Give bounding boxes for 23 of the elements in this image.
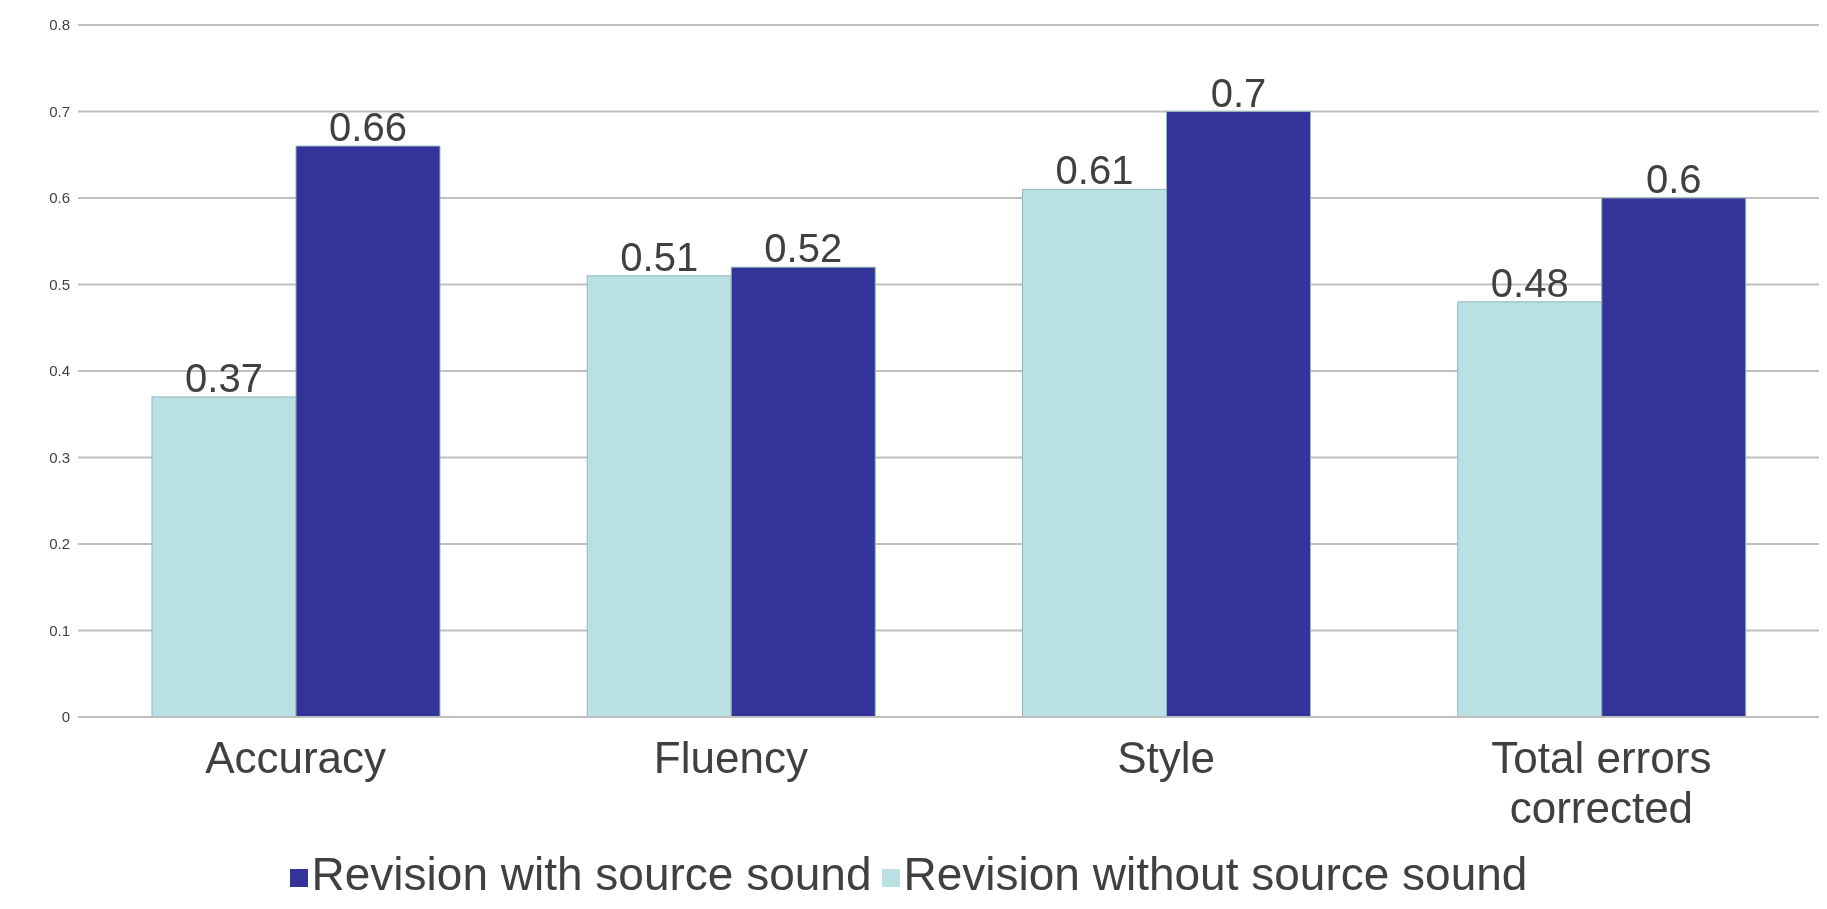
x-tick-label: Fluency bbox=[653, 732, 808, 782]
data-label: 0.66 bbox=[329, 105, 407, 150]
y-tick-label: 0.3 bbox=[49, 448, 70, 466]
y-tick-label: 0.5 bbox=[49, 275, 70, 293]
legend-label: Revision without source sound bbox=[903, 848, 1528, 900]
data-label: 0.48 bbox=[1490, 260, 1569, 305]
x-tick-label: Total errors corrected bbox=[1491, 732, 1712, 833]
data-label: 0.51 bbox=[620, 234, 699, 279]
data-label: 0.7 bbox=[1210, 70, 1267, 115]
y-tick-label: 0.4 bbox=[49, 362, 70, 380]
data-label: 0.6 bbox=[1645, 157, 1702, 201]
x-tick-label: Style bbox=[1117, 732, 1216, 782]
y-tick-label: 0.7 bbox=[49, 102, 70, 120]
x-tick-label: Accuracy bbox=[205, 732, 387, 782]
y-tick-label: 0.8 bbox=[49, 16, 70, 34]
y-tick-label: 0.6 bbox=[49, 189, 70, 207]
y-tick-label: 0.2 bbox=[49, 535, 70, 553]
y-tick-label: 0 bbox=[61, 708, 70, 726]
data-label: 0.52 bbox=[764, 226, 843, 271]
data-label: 0.37 bbox=[185, 355, 263, 400]
data-label: 0.61 bbox=[1055, 148, 1134, 193]
legend-label: Revision with source sound bbox=[311, 848, 872, 900]
y-tick-label: 0.1 bbox=[49, 621, 70, 639]
